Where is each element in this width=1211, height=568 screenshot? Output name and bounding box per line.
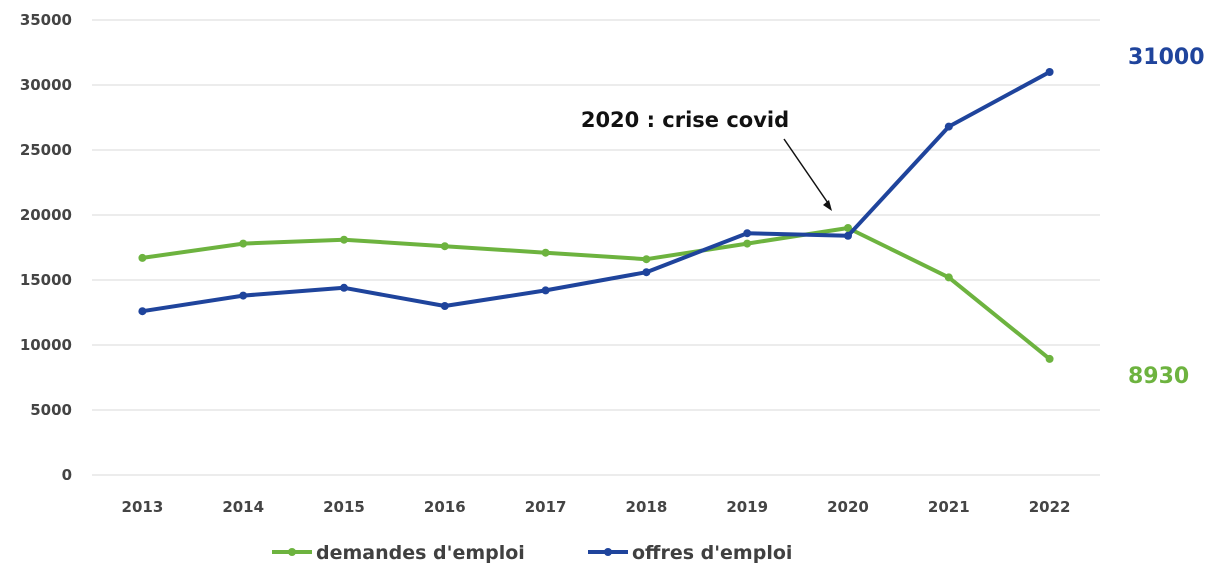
data-point — [541, 248, 550, 257]
annotation: 2020 : crise covid — [581, 108, 832, 211]
gridlines — [92, 19, 1100, 476]
x-tick-label: 2020 — [827, 498, 869, 516]
x-tick-label: 2016 — [424, 498, 466, 516]
series-end-label: 8930 — [1128, 364, 1189, 389]
x-tick-label: 2013 — [122, 498, 164, 516]
annotation-label: 2020 : crise covid — [581, 108, 789, 132]
data-point — [440, 242, 449, 251]
legend-marker — [288, 548, 296, 556]
x-tick-label: 2014 — [222, 498, 264, 516]
data-point — [1045, 68, 1054, 76]
series-lines: 8930 31000 — [138, 45, 1205, 389]
data-point — [844, 224, 852, 232]
y-tick-label: 25000 — [20, 141, 72, 159]
annotation-arrow — [783, 138, 831, 207]
data-point — [440, 302, 449, 310]
x-tick-label: 2017 — [525, 498, 567, 516]
data-point — [1045, 354, 1054, 363]
legend-label: offres d'emploi — [632, 542, 792, 564]
annotation-arrowhead — [823, 200, 832, 211]
data-point — [743, 229, 752, 238]
x-tick-label: 2021 — [928, 498, 970, 516]
data-point — [541, 286, 550, 295]
y-tick-label: 35000 — [20, 11, 72, 29]
data-point — [844, 231, 852, 240]
legend-marker — [604, 548, 612, 556]
series-line — [140, 226, 1052, 361]
x-tick-label: 2015 — [323, 498, 365, 516]
legend-label: demandes d'emploi — [316, 542, 525, 564]
series-line — [140, 70, 1052, 314]
data-point — [239, 291, 248, 300]
y-tick-label: 0 — [62, 466, 72, 484]
data-point — [138, 253, 147, 262]
data-point — [138, 307, 147, 316]
y-axis-ticks: 0 5000 10000 15000 20000 25000 30000 35000 — [20, 11, 72, 484]
x-tick-label: 2019 — [726, 498, 768, 516]
y-tick-label: 30000 — [20, 76, 72, 94]
data-point — [642, 255, 651, 264]
data-point — [944, 122, 953, 131]
data-point — [340, 283, 348, 292]
data-point — [743, 239, 752, 248]
series-end-label: 31000 — [1128, 45, 1205, 70]
data-point — [642, 268, 651, 277]
data-point — [340, 235, 348, 244]
x-tick-label: 2018 — [626, 498, 668, 516]
x-axis-ticks: 2013 2014 2015 2016 2017 2018 2019 2020 2021 2022 — [122, 498, 1071, 516]
x-tick-label: 2022 — [1029, 498, 1071, 516]
y-tick-label: 15000 — [20, 271, 72, 289]
data-point — [239, 239, 248, 248]
y-tick-label: 5000 — [30, 401, 72, 419]
data-point — [944, 273, 953, 282]
y-tick-label: 20000 — [20, 206, 72, 224]
legend: demandes d'emploi offres d'emploi — [272, 542, 792, 564]
y-tick-label: 10000 — [20, 336, 72, 354]
